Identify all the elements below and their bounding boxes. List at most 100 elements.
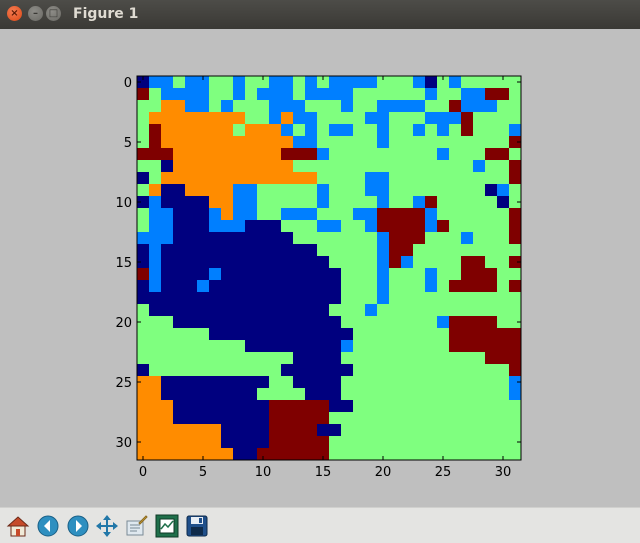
heatmap-cell [413, 196, 426, 209]
heatmap-cell [317, 76, 330, 89]
subplots-button[interactable] [153, 512, 180, 539]
heatmap-cell [221, 88, 234, 101]
heatmap-cell [365, 112, 378, 125]
heatmap-cell [377, 412, 390, 425]
heatmap-cell [257, 100, 270, 113]
home-button[interactable] [4, 512, 31, 539]
heatmap-cell [353, 436, 366, 449]
heatmap-cell [293, 412, 306, 425]
heatmap-cell [209, 232, 222, 245]
heatmap-cell [401, 328, 414, 341]
heatmap-cell [185, 352, 198, 365]
heatmap-cell [281, 400, 294, 413]
heatmap-cell [389, 184, 402, 197]
heatmap-cell [461, 124, 474, 137]
title-bar[interactable]: × – □ Figure 1 [0, 0, 640, 30]
heatmap-cell [197, 100, 210, 113]
heatmap-cell [341, 292, 354, 305]
heatmap-cell [221, 364, 234, 377]
heatmap-cell [449, 352, 462, 365]
heatmap-cell [461, 316, 474, 329]
heatmap-cell [329, 220, 342, 233]
heatmap-cell [269, 112, 282, 125]
heatmap-cell [497, 412, 510, 425]
heatmap-cells [137, 76, 522, 461]
maximize-window-button[interactable]: □ [46, 6, 61, 21]
forward-button[interactable] [64, 512, 91, 539]
heatmap-cell [221, 412, 234, 425]
heatmap-cell [341, 100, 354, 113]
heatmap-cell [449, 172, 462, 185]
heatmap-cell [137, 208, 150, 221]
heatmap-cell [473, 232, 486, 245]
heatmap-cell [413, 172, 426, 185]
figure-canvas[interactable]: 0 5 10 15 20 25 30 0 5 10 15 20 25 30 [0, 29, 640, 507]
heatmap-cell [257, 448, 270, 461]
back-button[interactable] [34, 512, 61, 539]
heatmap-cell [413, 316, 426, 329]
pan-button[interactable] [93, 512, 120, 539]
heatmap-cell [221, 232, 234, 245]
heatmap-cell [377, 220, 390, 233]
heatmap-cell [245, 208, 258, 221]
heatmap-cell [401, 112, 414, 125]
heatmap-cell [353, 160, 366, 173]
heatmap-cell [149, 304, 162, 317]
heatmap-plot[interactable]: 0 5 10 15 20 25 30 0 5 10 15 20 25 30 [0, 29, 640, 507]
heatmap-cell [413, 388, 426, 401]
home-icon [6, 514, 30, 538]
heatmap-cell [401, 424, 414, 437]
heatmap-cell [245, 328, 258, 341]
heatmap-cell [185, 400, 198, 413]
heatmap-cell [281, 376, 294, 389]
heatmap-cell [257, 376, 270, 389]
heatmap-cell [473, 208, 486, 221]
heatmap-cell [305, 376, 318, 389]
heatmap-cell [209, 316, 222, 329]
heatmap-cell [389, 364, 402, 377]
close-window-button[interactable]: × [7, 6, 22, 21]
heatmap-cell [305, 436, 318, 449]
heatmap-cell [209, 376, 222, 389]
heatmap-cell [449, 364, 462, 377]
heatmap-cell [281, 244, 294, 257]
heatmap-cell [353, 304, 366, 317]
heatmap-cell [389, 412, 402, 425]
heatmap-cell [197, 208, 210, 221]
save-button[interactable] [183, 512, 210, 539]
heatmap-cell [377, 112, 390, 125]
heatmap-cell [341, 316, 354, 329]
heatmap-cell [221, 424, 234, 437]
heatmap-cell [245, 100, 258, 113]
heatmap-cell [485, 448, 498, 461]
heatmap-cell [185, 424, 198, 437]
heatmap-cell [269, 352, 282, 365]
heatmap-cell [317, 280, 330, 293]
zoom-button[interactable] [123, 512, 150, 539]
heatmap-cell [485, 400, 498, 413]
heatmap-cell [197, 340, 210, 353]
heatmap-cell [449, 304, 462, 317]
heatmap-cell [233, 76, 246, 89]
heatmap-cell [233, 160, 246, 173]
heatmap-cell [305, 244, 318, 257]
heatmap-cell [269, 232, 282, 245]
heatmap-cell [329, 148, 342, 161]
heatmap-cell [185, 388, 198, 401]
heatmap-cell [437, 76, 450, 89]
heatmap-cell [173, 148, 186, 161]
heatmap-cell [305, 232, 318, 245]
heatmap-cell [377, 196, 390, 209]
heatmap-cell [173, 400, 186, 413]
heatmap-cell [413, 364, 426, 377]
heatmap-cell [233, 196, 246, 209]
heatmap-cell [449, 268, 462, 281]
heatmap-cell [353, 124, 366, 137]
heatmap-cell [353, 412, 366, 425]
minimize-window-button[interactable]: – [28, 6, 43, 21]
heatmap-cell [137, 292, 150, 305]
heatmap-cell [497, 112, 510, 125]
heatmap-cell [161, 112, 174, 125]
heatmap-cell [437, 448, 450, 461]
heatmap-cell [185, 160, 198, 173]
